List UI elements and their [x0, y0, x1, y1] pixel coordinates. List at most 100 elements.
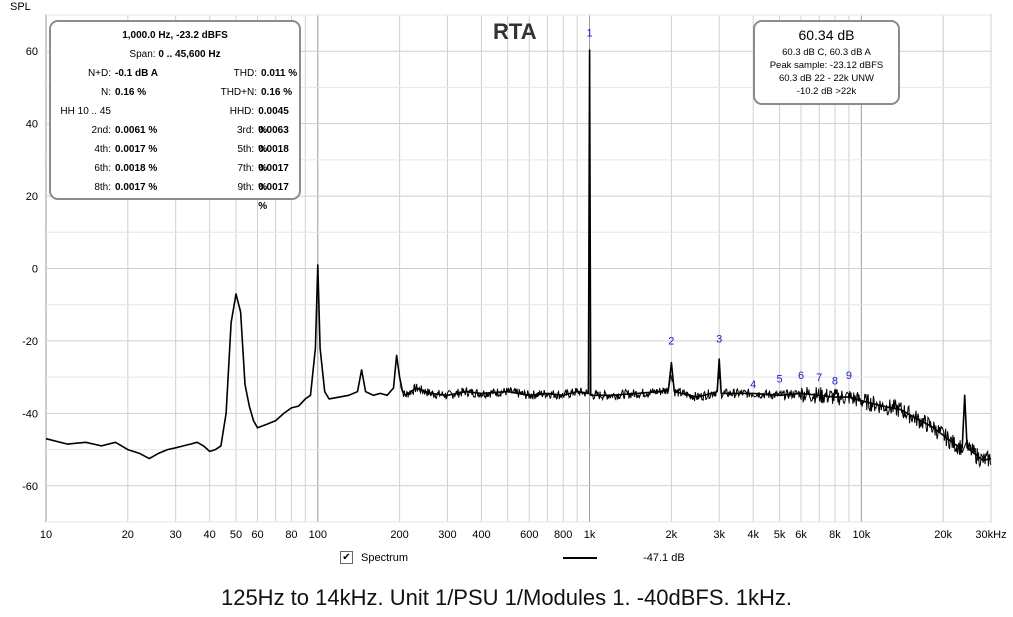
- peak-sample: Peak sample: -23.12 dBFS: [769, 60, 884, 71]
- stats-header: 1,000.0 Hz, -23.2 dBFS: [122, 30, 228, 41]
- x-tick-label: 4k: [747, 529, 759, 541]
- harmonic-marker: 3: [716, 334, 722, 346]
- stats-value: 0.0017 %: [115, 144, 158, 155]
- stats-cell: HHD: 0.0045 %: [175, 102, 299, 136]
- harmonic-marker: 1: [586, 28, 592, 40]
- x-tick-label: 300: [438, 529, 456, 541]
- level-above-22k: -10.2 dB >22k: [796, 86, 857, 97]
- y-axis-label: SPL: [10, 1, 31, 13]
- stats-row: HH 10 .. 45 HHD: 0.0045 %: [51, 102, 299, 136]
- stats-key: 3rd:: [236, 125, 255, 136]
- y-tick-label: 60: [26, 46, 38, 58]
- stats-cell: HH 10 .. 45: [51, 102, 175, 121]
- harmonic-marker: 8: [832, 375, 838, 387]
- x-tick-label: 6k: [795, 529, 807, 541]
- x-tick-label: 10: [40, 529, 52, 541]
- stats-cell: 5th: 0.0018 %: [175, 140, 299, 174]
- stats-key: 5th:: [237, 144, 255, 155]
- distortion-stats-box: 1,000.0 Hz, -23.2 dBFS Span: 0 .. 45,600…: [49, 20, 301, 212]
- stats-cell: 9th: 0.0017 %: [175, 178, 299, 212]
- stats-cell: THD: 0.011 %: [175, 64, 299, 83]
- y-tick-label: -40: [22, 408, 38, 420]
- chart-title: RTA: [493, 19, 537, 44]
- stats-row: N: 0.16 % THD+N: 0.16 %: [51, 83, 299, 102]
- stats-row: 4th: 0.0017 % 5th: 0.0018 %: [51, 140, 299, 174]
- stats-value: 0.0017 %: [258, 182, 289, 212]
- stats-key: HHD:: [229, 106, 255, 117]
- x-tick-label: 30: [170, 529, 182, 541]
- legend-value: -47.1 dB: [643, 551, 685, 564]
- stats-key: 6th:: [94, 163, 111, 174]
- x-tick-label: 800: [554, 529, 572, 541]
- x-tick-label: 20k: [934, 529, 952, 541]
- stats-key: 8th:: [94, 182, 111, 193]
- stats-value: 0.0018 %: [115, 163, 158, 174]
- stats-cell: N: 0.16 %: [51, 83, 175, 102]
- noise-trace: [399, 372, 992, 468]
- stats-key: N+D:: [87, 68, 111, 79]
- stats-key: 2nd:: [91, 125, 111, 136]
- x-tick-label: 1k: [584, 529, 596, 541]
- harmonic-marker: 6: [798, 370, 804, 382]
- stats-value: 0.0061 %: [115, 125, 158, 136]
- x-tick-label: 2k: [666, 529, 678, 541]
- stats-key: HH 10 .. 45: [60, 106, 111, 117]
- x-tick-label: 3k: [713, 529, 725, 541]
- stats-cell: 2nd: 0.0061 %: [51, 121, 175, 140]
- stats-value: 0.011 %: [261, 68, 298, 79]
- stats-row: 2nd: 0.0061 % 3rd: 0.0063 %: [51, 121, 299, 155]
- x-tick-label: 10k: [852, 529, 870, 541]
- stats-span: Span: 0 .. 45,600 Hz: [51, 45, 299, 64]
- stats-key: THD+N:: [220, 87, 257, 98]
- y-tick-label: 40: [26, 119, 38, 131]
- x-tick-label: 8k: [829, 529, 841, 541]
- y-tick-label: -60: [22, 481, 38, 493]
- stats-cell: 7th: 0.0017 %: [175, 159, 299, 193]
- harmonic-marker: 5: [776, 374, 782, 386]
- legend-series-label: Spectrum: [361, 551, 409, 564]
- harmonic-marker: 4: [750, 379, 756, 391]
- harmonic-markers: 1 2 3 4 5 6 7 8 9: [586, 28, 851, 391]
- stats-key: THD:: [233, 68, 257, 79]
- stats-key: 4th:: [94, 144, 111, 155]
- x-tick-label: 400: [472, 529, 490, 541]
- stats-row: 8th: 0.0017 % 9th: 0.0017 %: [51, 178, 299, 212]
- harmonic-marker: 7: [816, 372, 822, 384]
- caption: 125Hz to 14kHz. Unit 1/PSU 1/Modules 1. …: [220, 585, 793, 610]
- x-tick-label: 40: [204, 529, 216, 541]
- harmonic-marker: 9: [846, 370, 852, 382]
- stats-value: 0.0018 %: [258, 144, 289, 174]
- x-tick-label: 200: [390, 529, 408, 541]
- legend-line-swatch: [563, 556, 598, 559]
- x-tick-label: 50: [230, 529, 242, 541]
- stats-key: 9th:: [237, 182, 255, 193]
- span-value: 0 .. 45,600 Hz: [158, 49, 221, 60]
- level-weighted: 60.3 dB C, 60.3 dB A: [782, 47, 871, 58]
- stats-value: 0.0017 %: [258, 163, 289, 193]
- stats-value: 0.16 %: [261, 87, 293, 98]
- level-value: 60.34 dB: [798, 27, 855, 43]
- span-label: Span:: [129, 49, 156, 60]
- legend: ✔ Spectrum -47.1 dB: [340, 551, 685, 564]
- x-tick-label: 60: [251, 529, 263, 541]
- stats-cell: 3rd: 0.0063 %: [175, 121, 299, 155]
- stats-cell: THD+N: 0.16 %: [175, 83, 299, 102]
- y-tick-label: 20: [26, 191, 38, 203]
- stats-row: 6th: 0.0018 % 7th: 0.0017 %: [51, 159, 299, 193]
- stats-value: 0.0045 %: [258, 106, 289, 136]
- x-tick-label: 80: [285, 529, 297, 541]
- tick-labels: 10 20 30 40 50 60 80 100 200 300 400 600 800 1k 2k 3k 4k…: [22, 46, 1007, 541]
- stats-key: 7th:: [237, 163, 255, 174]
- level-unweighted: 60.3 dB 22 - 22k UNW: [778, 73, 875, 84]
- x-tick-label: 5k: [774, 529, 786, 541]
- stats-cell: N+D: -0.1 dB A: [51, 64, 175, 83]
- stats-value: 0.0063 %: [258, 125, 289, 155]
- noise-floor-band: [399, 372, 992, 468]
- level-readout-box: 60.34 dB 60.3 dB C, 60.3 dB A Peak sampl…: [753, 20, 900, 105]
- stats-value: 0.16 %: [115, 87, 147, 98]
- stats-key: N:: [101, 87, 111, 98]
- stats-value: -0.1 dB A: [115, 68, 158, 79]
- stats-cell: 8th: 0.0017 %: [51, 178, 175, 197]
- x-tick-label: 20: [122, 529, 134, 541]
- spectrum-checkbox[interactable]: ✔: [340, 551, 353, 564]
